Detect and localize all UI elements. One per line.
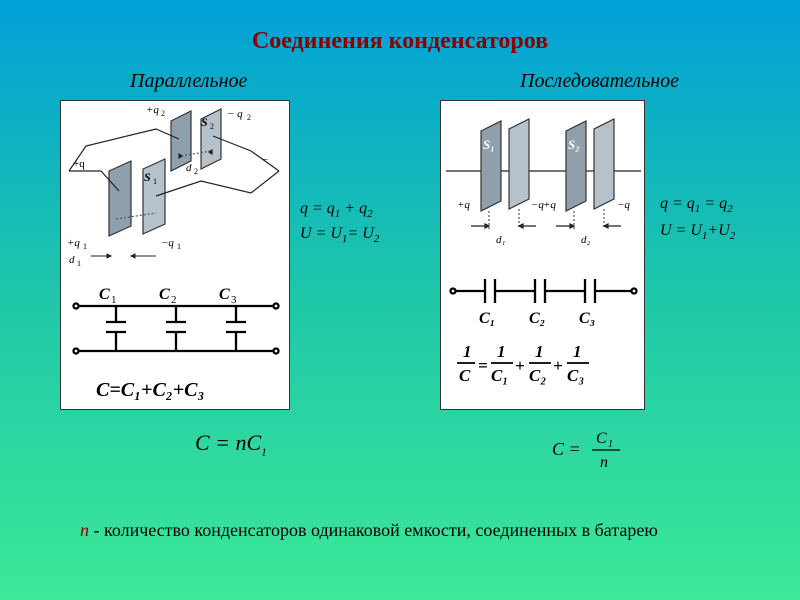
subtitle-parallel: Параллельное	[130, 70, 247, 93]
svg-text:C₁: C₁	[491, 366, 508, 385]
svg-text:2: 2	[210, 122, 214, 131]
svg-text:C₃: C₃	[579, 310, 595, 327]
svg-text:2: 2	[161, 109, 165, 118]
caption: n - количество конденсаторов одинаковой …	[80, 520, 740, 541]
svg-text:+q: +q	[543, 199, 556, 211]
svg-text:=: =	[478, 356, 488, 375]
svg-text:C₂: C₂	[529, 366, 546, 385]
parallel-diagram-panel: +q2 − q2 S2 d2 S1 +q − +q1 −q1 d1 C1 C2 …	[60, 100, 290, 410]
label-q2-minus: − q	[227, 108, 243, 120]
cap-c2: C	[159, 286, 170, 303]
series-diagram-svg: S₁ S₂ +q −q +q −q d₁ d₂ C₁ C₂ C₃ 1 C = 1…	[441, 101, 646, 411]
main-title: Соединения конденсаторов	[0, 0, 800, 55]
svg-text:d₁: d₁	[496, 234, 506, 246]
svg-text:1: 1	[497, 342, 506, 361]
n-formula-parallel: C = nC1	[195, 430, 267, 458]
parallel-diagram-svg: +q2 − q2 S2 d2 S1 +q − +q1 −q1 d1 C1 C2 …	[61, 101, 291, 411]
svg-text:1: 1	[111, 294, 117, 306]
svg-text:C₂: C₂	[529, 310, 545, 327]
svg-text:1: 1	[83, 242, 87, 251]
label-s2: S	[201, 115, 208, 129]
series-eq-q: q = q1 = q2	[660, 195, 733, 215]
label-d1: d	[69, 254, 75, 266]
label-q2-plus: +q	[146, 104, 159, 116]
subtitle-series: Последовательное	[520, 70, 679, 93]
svg-text:2: 2	[194, 167, 198, 176]
svg-text:C₃: C₃	[567, 366, 584, 385]
parallel-formula: C=C₁+C₂+C₃	[96, 379, 204, 401]
caption-n: n	[80, 520, 89, 540]
svg-text:C: C	[459, 366, 471, 385]
n-formula-series: C = C1 n	[550, 425, 640, 475]
parallel-eq-u: U = U1= U2	[300, 225, 379, 245]
svg-text:−q: −q	[617, 199, 630, 211]
parallel-eq-q: q = q1 + q2	[300, 200, 373, 220]
svg-text:1: 1	[463, 342, 472, 361]
cap-c3: C	[219, 286, 230, 303]
series-eq-u: U = U1+U2	[660, 222, 735, 242]
svg-text:−: −	[261, 154, 268, 166]
svg-text:1: 1	[177, 242, 181, 251]
svg-text:3: 3	[231, 294, 237, 306]
label-s2b: S₂	[568, 137, 580, 152]
label-d2: d	[186, 162, 192, 174]
svg-text:d₂: d₂	[581, 234, 591, 246]
svg-text:+: +	[515, 356, 525, 375]
svg-text:+: +	[553, 356, 563, 375]
series-diagram-panel: S₁ S₂ +q −q +q −q d₁ d₂ C₁ C₂ C₃ 1 C = 1…	[440, 100, 645, 410]
svg-text:C =: C =	[552, 439, 581, 459]
label-s1: S	[144, 170, 151, 184]
svg-text:+q: +q	[457, 199, 470, 211]
svg-text:1: 1	[573, 342, 582, 361]
svg-text:2: 2	[247, 113, 251, 122]
svg-text:2: 2	[171, 294, 177, 306]
svg-text:1: 1	[608, 439, 613, 450]
svg-text:1: 1	[535, 342, 544, 361]
svg-text:n: n	[600, 454, 608, 471]
cap-c1: C	[99, 286, 110, 303]
svg-text:1: 1	[77, 259, 81, 268]
label-qplus: +q	[73, 158, 85, 170]
svg-text:C₁: C₁	[479, 310, 495, 327]
svg-text:C: C	[596, 430, 607, 447]
svg-text:1: 1	[153, 177, 157, 186]
label-q1-minus: −q	[161, 237, 174, 249]
caption-text: - количество конденсаторов одинаковой ем…	[89, 520, 658, 540]
label-q1-plus: +q	[67, 237, 80, 249]
label-s1b: S₁	[483, 137, 495, 152]
